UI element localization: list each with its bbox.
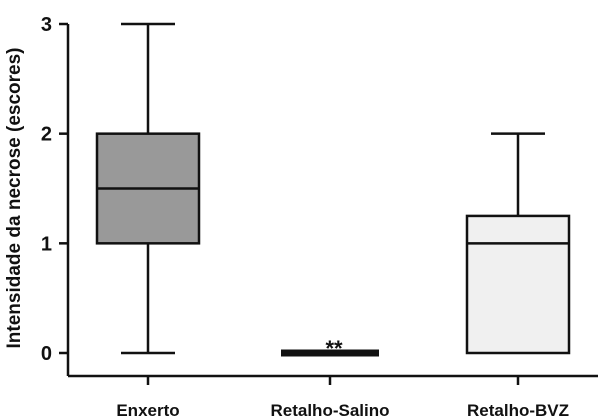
y-tick-label: 1	[41, 233, 52, 255]
box-body	[281, 349, 379, 357]
y-tick-label: 0	[41, 343, 52, 365]
x-tick-label: Enxerto	[116, 401, 179, 420]
x-tick-label: Retalho-Salino	[270, 401, 389, 420]
y-axis-label: Intensidade da necrose (escores)	[4, 48, 25, 349]
significance-annotation: **	[325, 336, 343, 361]
box-body	[465, 214, 571, 355]
boxes: **	[95, 22, 571, 361]
y-tick-label: 2	[41, 124, 52, 146]
x-tick-label: Retalho-BVZ	[467, 401, 569, 420]
box-2: **	[281, 336, 379, 361]
x-axis: Enxerto Retalho-Salino Retalho-BVZ	[68, 374, 598, 420]
y-axis: 0 1 2 3	[41, 14, 70, 376]
box-3	[465, 132, 571, 355]
y-tick-label: 3	[41, 14, 52, 36]
box-1	[95, 22, 201, 355]
